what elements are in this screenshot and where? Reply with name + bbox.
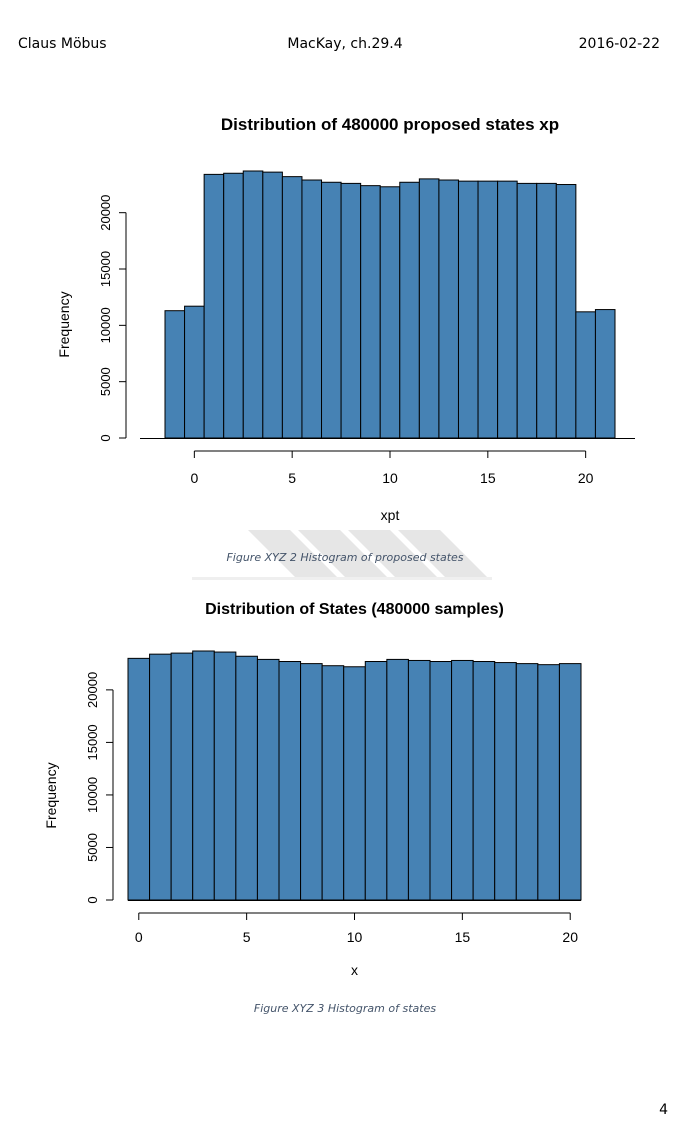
histogram-bar	[192, 650, 215, 901]
chart-title: Distribution of States (480000 samples)	[205, 601, 504, 618]
figure-caption-proposed: Figure XYZ 2 Histogram of proposed state…	[226, 551, 464, 564]
histogram-bar	[223, 172, 244, 439]
histogram-proposed-states: Distribution of 480000 proposed states x…	[56, 115, 635, 523]
histogram-bar	[281, 176, 303, 439]
x-tick-label: 15	[480, 470, 496, 486]
watermark-stripe	[398, 530, 490, 580]
chart-title: Distribution of 480000 proposed states x…	[221, 115, 559, 134]
histogram-bar	[477, 180, 499, 439]
y-tick-label: 10000	[85, 777, 100, 813]
y-tick-label: 20000	[98, 195, 113, 231]
histogram-states: Distribution of States (480000 samples) 0…	[43, 601, 582, 978]
figure-caption-states: Figure XYZ 3 Histogram of states	[253, 1002, 437, 1015]
histogram-bar	[575, 311, 596, 439]
histogram-bar	[386, 658, 409, 901]
y-tick-label: 0	[98, 434, 113, 441]
watermark-stripes	[192, 530, 492, 580]
y-tick-label: 5000	[98, 367, 113, 396]
x-tick-label: 20	[578, 470, 594, 486]
x-axis-label: x	[351, 962, 358, 978]
y-tick-label: 20000	[85, 672, 100, 708]
histogram-bar	[321, 181, 342, 439]
watermark-base	[192, 577, 492, 580]
histogram-bar	[516, 182, 538, 439]
y-axis-label: Frequency	[43, 762, 59, 828]
histogram-bar	[340, 182, 362, 439]
histogram-bar	[262, 171, 283, 439]
x-axis-label: xpt	[381, 507, 400, 523]
histogram-bar	[278, 661, 302, 901]
histogram-bar	[300, 663, 323, 901]
histogram-bar	[321, 665, 345, 901]
histogram-bar	[536, 182, 557, 439]
page-number: 4	[659, 1102, 668, 1118]
histogram-bar	[457, 180, 479, 439]
y-tick-label: 5000	[85, 833, 100, 862]
watermark-stripe	[298, 530, 390, 580]
y-tick-label: 0	[85, 896, 100, 903]
x-tick-label: 0	[190, 470, 198, 486]
watermark-stripe	[248, 530, 340, 580]
histogram-bar	[256, 658, 280, 901]
histogram-bar	[494, 662, 517, 901]
histogram-bar	[594, 309, 616, 439]
histogram-bar	[418, 178, 440, 439]
y-tick-label: 15000	[98, 251, 113, 287]
histogram-bar	[364, 661, 388, 901]
histogram-bar	[429, 661, 453, 901]
histogram-bar	[360, 185, 381, 439]
histogram-bar	[407, 659, 431, 901]
histogram-bar	[170, 652, 194, 901]
histogram-bar	[184, 305, 205, 439]
x-tick-label: 15	[455, 929, 471, 945]
x-tick-label: 0	[135, 929, 143, 945]
x-tick-label: 10	[382, 470, 398, 486]
histogram-bar	[164, 310, 186, 439]
histogram-bar	[149, 653, 172, 901]
histogram-bar	[343, 666, 366, 901]
header-date: 2016-02-22	[578, 36, 660, 52]
y-tick-label: 15000	[85, 724, 100, 760]
histogram-bar	[301, 179, 323, 439]
histogram-bar	[379, 186, 401, 439]
histogram-bar	[558, 663, 582, 901]
x-tick-label: 5	[288, 470, 296, 486]
x-tick-label: 5	[243, 929, 251, 945]
x-tick-label: 10	[347, 929, 363, 945]
histogram-bar	[242, 170, 264, 439]
histogram-bar	[497, 180, 518, 439]
histogram-bar	[555, 184, 577, 439]
histogram-bar	[472, 661, 496, 901]
x-tick-label: 20	[562, 929, 578, 945]
y-axis-label: Frequency	[56, 291, 72, 357]
y-tick-label: 10000	[98, 307, 113, 343]
histogram-bar	[203, 173, 225, 439]
histogram-bar	[399, 181, 420, 439]
watermark-stripe	[348, 530, 440, 580]
header-chapter: MacKay, ch.29.4	[287, 36, 403, 52]
histogram-bar	[451, 659, 474, 901]
header-author: Claus Möbus	[18, 36, 107, 52]
histogram-bar	[127, 657, 151, 901]
histogram-bar	[515, 663, 539, 901]
histogram-bar	[537, 664, 560, 901]
histogram-bar	[438, 179, 459, 439]
histogram-bar	[213, 651, 237, 901]
histogram-bar	[235, 655, 258, 901]
